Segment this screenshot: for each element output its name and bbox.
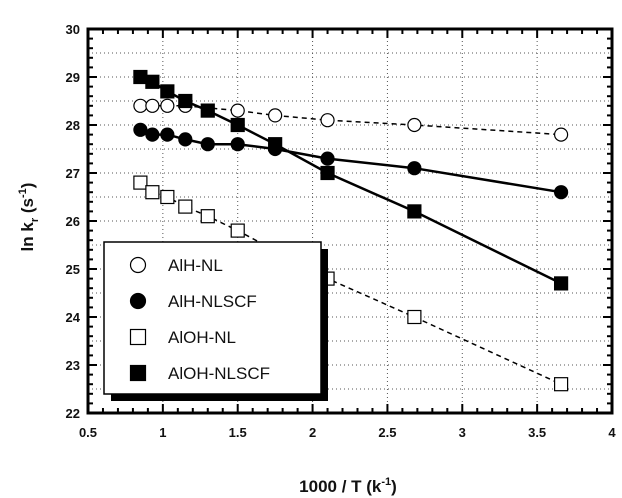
legend-label: AlOH-NL (168, 328, 236, 347)
legend-marker (129, 292, 147, 310)
series-2 (133, 175, 569, 392)
series-layer (133, 69, 569, 392)
data-point (553, 185, 569, 200)
legend-marker (129, 364, 147, 382)
data-point (320, 151, 335, 166)
legend: AlH-NL AlH-NLSCF AlOH-NL AlOH-NLSCF (103, 241, 328, 401)
x-tick-label: 2.5 (378, 425, 396, 440)
x-tick-label: 4 (608, 425, 616, 440)
legend-label: AlH-NL (168, 256, 223, 275)
data-point (230, 223, 245, 238)
data-point (133, 122, 148, 137)
series-0 (133, 98, 569, 142)
legend-label: AlOH-NLSCF (168, 364, 270, 383)
data-point (145, 74, 160, 89)
data-point (178, 93, 193, 109)
legend-label: AlH-NLSCF (168, 292, 257, 311)
data-point (553, 127, 569, 142)
data-point (145, 185, 160, 200)
data-point (160, 127, 175, 142)
data-point (553, 377, 569, 392)
x-tick-label: 3.5 (528, 425, 546, 440)
series-1 (133, 122, 569, 200)
y-tick-label: 28 (66, 118, 80, 133)
data-point (230, 137, 245, 152)
y-tick-label: 22 (66, 406, 80, 421)
y-axis-title: ln kr (s-1) (17, 183, 41, 252)
data-point (200, 103, 215, 118)
data-point (407, 204, 422, 219)
data-point (230, 117, 245, 133)
y-tick-label: 26 (66, 214, 80, 229)
data-point (133, 175, 148, 190)
data-point (407, 117, 422, 133)
x-tick-label: 3 (459, 425, 466, 440)
series-line (139, 128, 562, 194)
data-point (178, 199, 193, 214)
x-tick-label: 0.5 (79, 425, 97, 440)
x-tick-label: 1 (159, 425, 166, 440)
data-point (200, 209, 215, 224)
data-point (133, 98, 148, 113)
y-tick-label: 24 (66, 310, 81, 325)
data-point (407, 161, 422, 176)
series-line (140, 105, 562, 136)
data-point (268, 137, 283, 152)
data-point (133, 69, 148, 85)
y-tick-label: 30 (66, 22, 80, 37)
data-point (160, 84, 175, 99)
legend-marker (129, 328, 147, 346)
series-3 (133, 69, 569, 291)
data-point (320, 165, 335, 181)
y-tick-label: 25 (66, 262, 80, 277)
y-tick-label: 23 (66, 358, 80, 373)
tick-labels: 0.5 1 1.5 2 2.5 3 3.5 4 22 23 24 25 26 27 28 29 30 (66, 22, 617, 440)
data-point (200, 137, 215, 152)
data-point (160, 189, 175, 205)
data-point (320, 113, 335, 128)
data-point (553, 276, 569, 291)
data-point (178, 132, 193, 147)
data-point (145, 98, 160, 113)
legend-marker (129, 256, 147, 274)
x-tick-label: 2 (309, 425, 316, 440)
ticks (87, 28, 613, 414)
data-point (268, 108, 283, 123)
data-point (145, 127, 160, 142)
x-axis-title: 1000 / T (k-1) (299, 476, 397, 496)
y-tick-label: 29 (66, 70, 80, 85)
y-tick-label: 27 (66, 166, 80, 181)
data-point (407, 309, 422, 325)
data-point (230, 103, 245, 118)
series-line (139, 75, 562, 285)
data-point (160, 98, 175, 113)
x-tick-label: 1.5 (229, 425, 247, 440)
